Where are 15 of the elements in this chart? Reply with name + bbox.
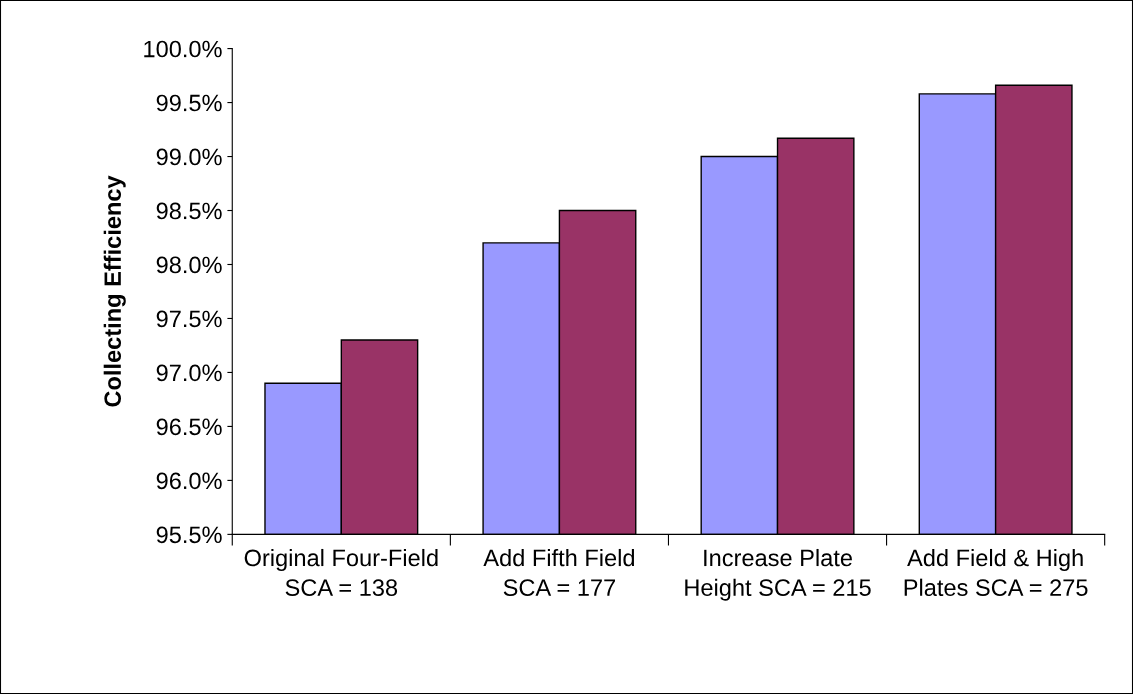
y-tick-label: 100.0% bbox=[144, 40, 222, 58]
y-tick-label: 97.0% bbox=[156, 364, 222, 382]
y-axis-title: Collecting Efficiency bbox=[103, 175, 126, 407]
y-tick-label: 99.5% bbox=[156, 94, 222, 112]
x-tick-label: Add Fifth Field SCA = 177 bbox=[483, 548, 635, 597]
y-tick-label: 96.5% bbox=[156, 418, 222, 436]
x-tick-label: Add Field & High Plates SCA = 275 bbox=[904, 548, 1088, 597]
x-tick-label: Original Four-Field SCA = 138 bbox=[244, 548, 438, 597]
y-tick-label: 95.5% bbox=[156, 526, 222, 544]
y-tick-label: 99.0% bbox=[156, 148, 222, 166]
y-tick-label: 97.5% bbox=[156, 310, 222, 328]
y-tick-label: 98.5% bbox=[156, 202, 222, 220]
x-tick-label: Increase Plate Height SCA = 215 bbox=[685, 548, 871, 601]
y-tick-label: 96.0% bbox=[156, 472, 222, 490]
y-tick-label: 98.0% bbox=[156, 256, 222, 274]
